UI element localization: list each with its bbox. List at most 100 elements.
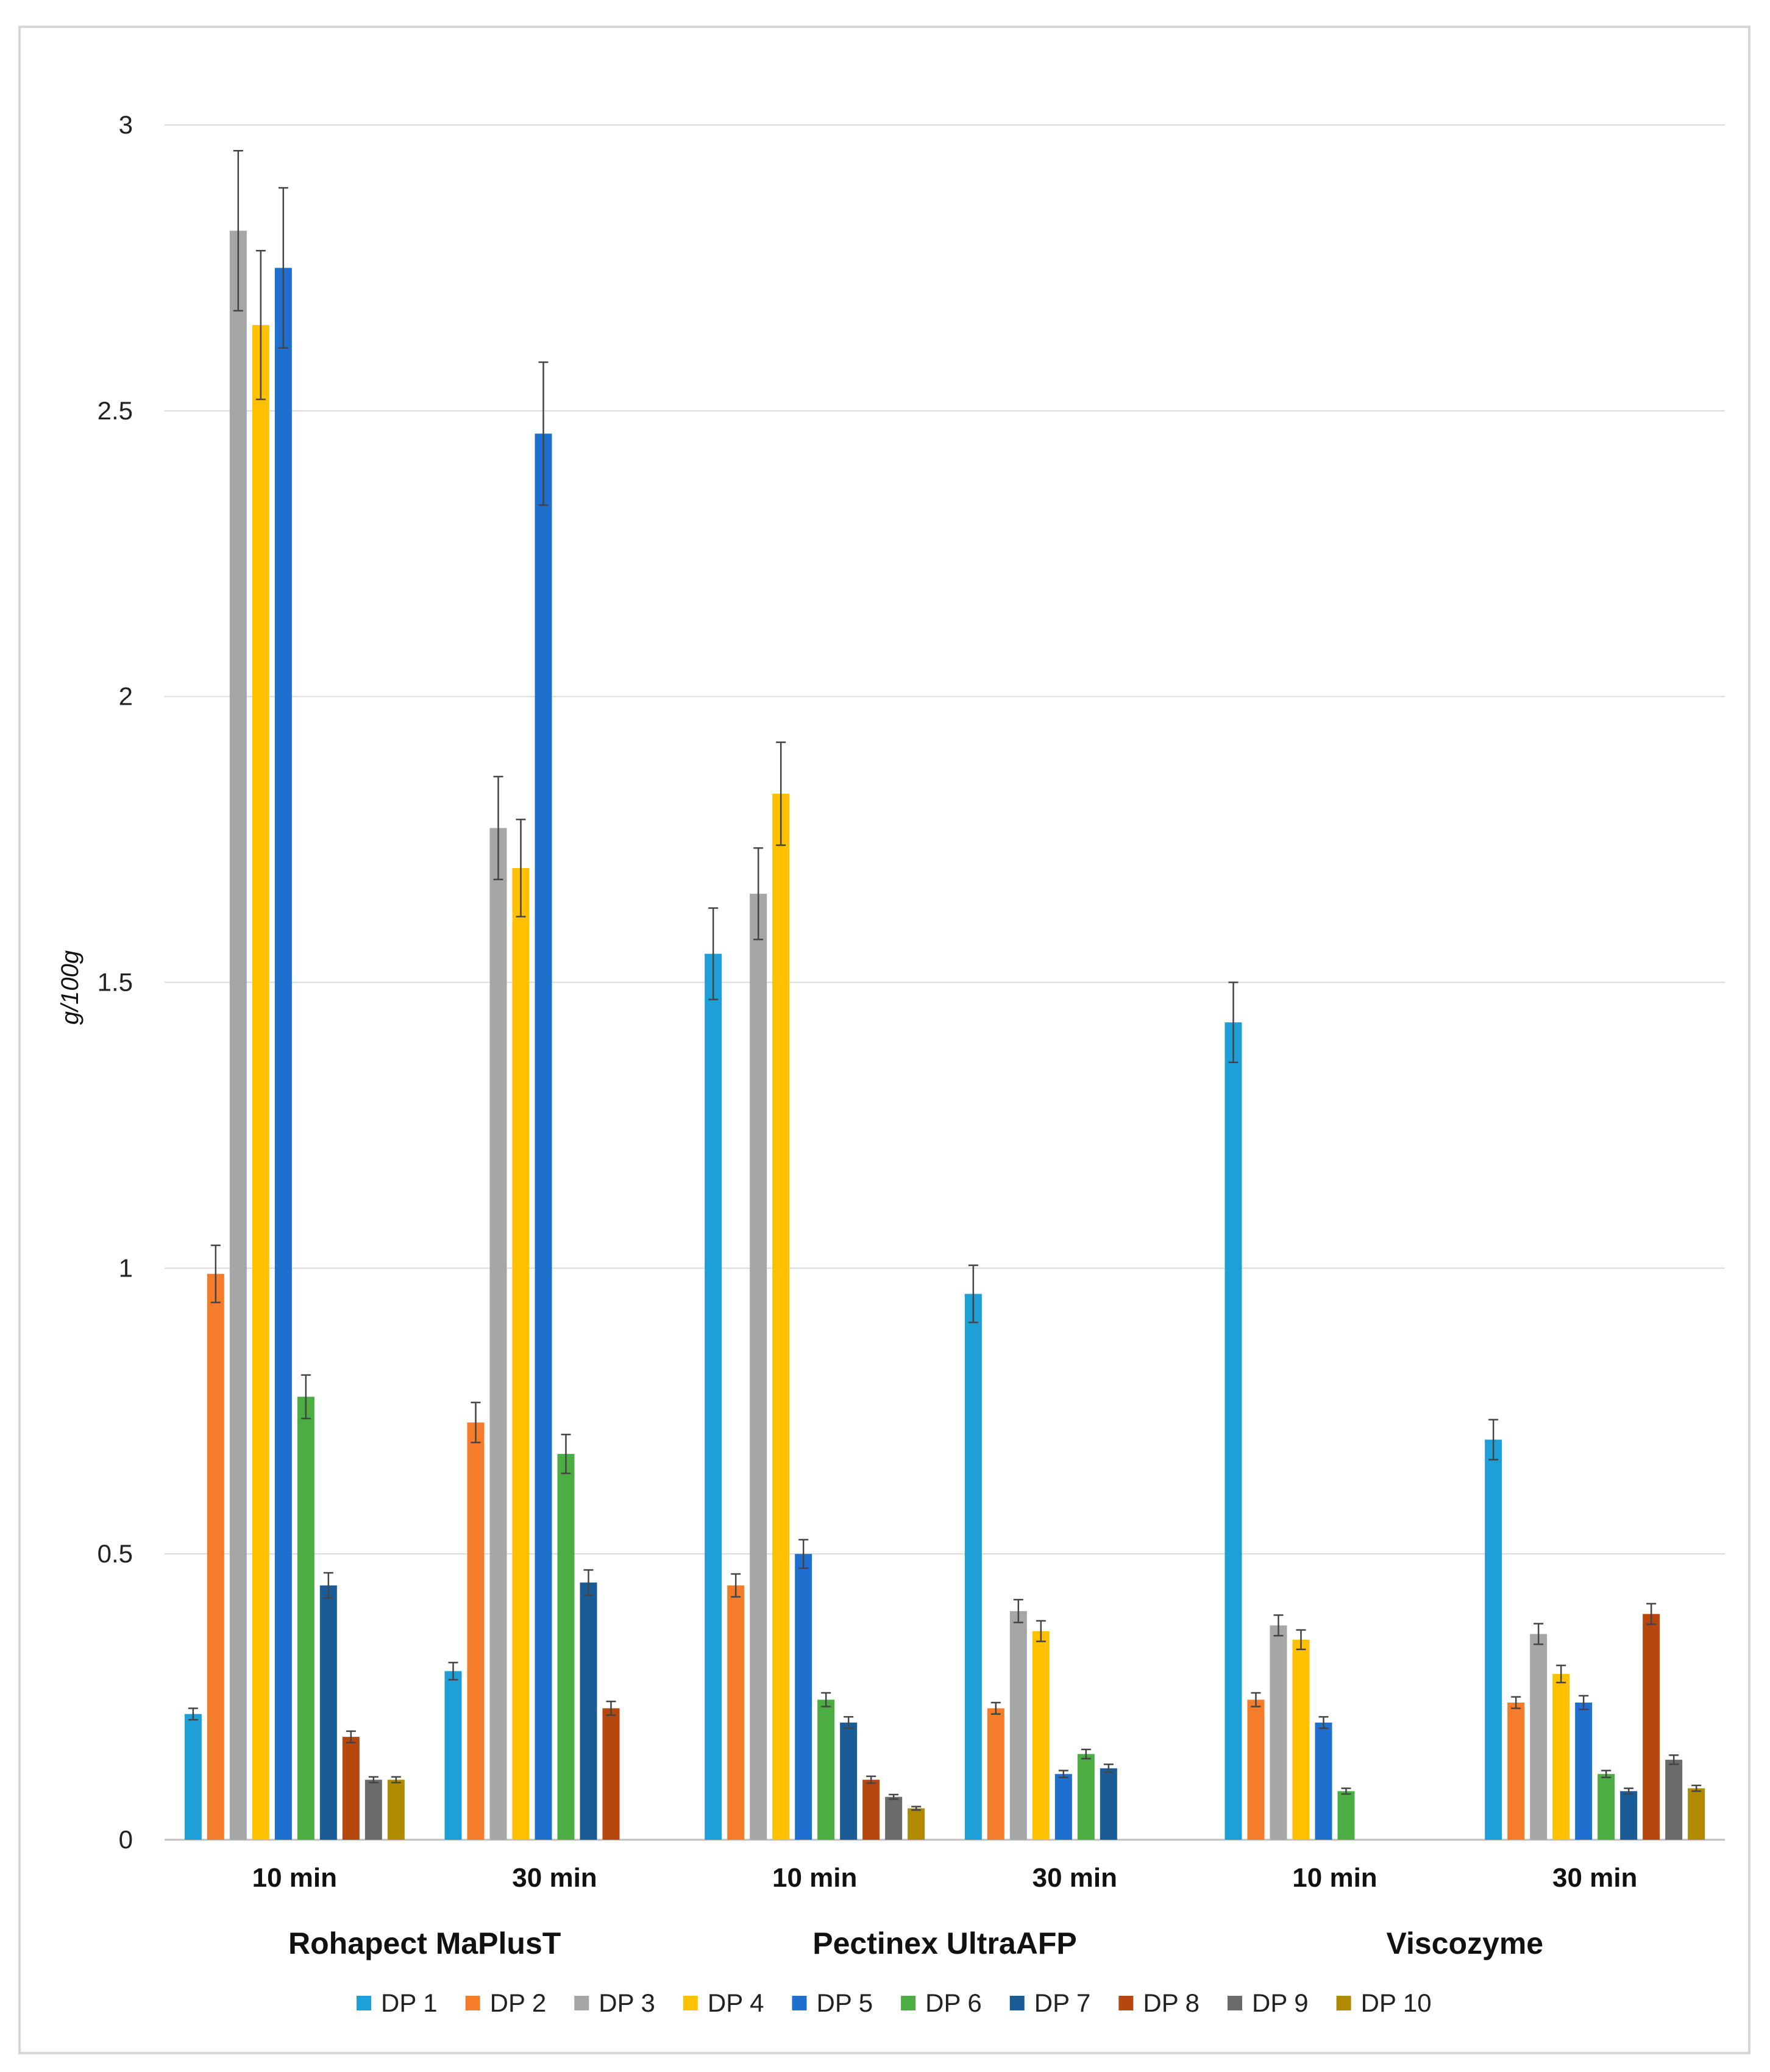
error-bar [278, 187, 288, 349]
error-bar [1488, 1419, 1499, 1461]
bar-dp-8-1 [602, 1708, 620, 1840]
legend-label: DP 1 [381, 1988, 438, 2017]
x-category-label: 30 min [512, 1863, 597, 1893]
bar-dp-7-0 [319, 1585, 337, 1840]
bar-dp-1-0 [184, 1714, 202, 1840]
legend-label: DP 7 [1034, 1988, 1091, 2017]
y-tick-label: 2 [119, 682, 133, 711]
error-bar [188, 1707, 198, 1721]
x-category-label: 30 min [1032, 1863, 1117, 1893]
legend-label: DP 4 [708, 1988, 764, 2017]
error-bar [1341, 1787, 1351, 1795]
error-bar [821, 1692, 831, 1707]
error-bar [798, 1539, 809, 1569]
bar-dp-3-0 [229, 230, 247, 1840]
bars [184, 230, 1705, 1840]
y-tick-label: 0 [119, 1825, 133, 1854]
bar-dp-9-2 [885, 1796, 903, 1840]
legend-label: DP 10 [1361, 1988, 1432, 2017]
bar-dp-4-2 [772, 794, 790, 1840]
bar-dp-6-1 [557, 1454, 575, 1840]
error-bar [391, 1776, 401, 1784]
error-bar [731, 1573, 741, 1598]
error-bar [889, 1793, 899, 1800]
bar-dp-5-5 [1575, 1702, 1593, 1840]
bar-dp-3-5 [1530, 1634, 1548, 1840]
bar-dp-1-4 [1224, 1022, 1242, 1840]
bar-dp-4-0 [252, 325, 269, 1840]
error-bar [1556, 1664, 1566, 1684]
bar-dp-10-0 [387, 1779, 405, 1840]
bar-dp-4-5 [1552, 1674, 1570, 1840]
x-category-label: 10 min [772, 1863, 857, 1893]
bar-dp-10-2 [908, 1808, 925, 1840]
error-bar [1646, 1603, 1657, 1625]
error-bar [1601, 1770, 1612, 1779]
y-tick-label: 2.5 [98, 396, 133, 425]
legend-swatch [1228, 1996, 1242, 2010]
error-bar [753, 847, 764, 941]
error-bar [1228, 981, 1239, 1064]
error-bar [471, 1401, 481, 1444]
x-axis-labels: 10 min 30 min 10 min 30 min 10 min 30 min Roha… [252, 1863, 1638, 1960]
error-bar [1669, 1754, 1679, 1765]
error-bar [210, 1244, 221, 1303]
y-axis-ticks: 0 0.5 1 1.5 2 2.5 3 [98, 110, 133, 1854]
bar-dp-10-5 [1688, 1788, 1705, 1840]
bar-dp-6-3 [1077, 1754, 1095, 1840]
error-bar [493, 775, 503, 880]
error-bar [1579, 1695, 1589, 1711]
bar-dp-1-3 [964, 1294, 982, 1840]
bar-dp-6-0 [297, 1397, 315, 1840]
bar-dp-4-4 [1292, 1639, 1310, 1840]
bar-dp-3-3 [1009, 1611, 1027, 1840]
bar-dp-1-5 [1485, 1439, 1502, 1840]
legend-item: DP 5 [792, 1988, 873, 2017]
error-bar [708, 907, 719, 1000]
legend-item: DP 7 [1009, 1988, 1091, 2017]
bar-dp-2-4 [1247, 1700, 1265, 1840]
group-label: Pectinex UltraAFP [812, 1926, 1076, 1960]
error-bar [1296, 1629, 1306, 1651]
bar-dp-8-5 [1643, 1614, 1660, 1840]
group-label: Rohapect MaPlusT [288, 1926, 561, 1960]
legend-label: DP 5 [817, 1988, 873, 2017]
bar-dp-9-5 [1665, 1759, 1683, 1840]
y-tick-label: 0.5 [98, 1539, 133, 1568]
error-bar [1534, 1623, 1544, 1645]
error-bar [606, 1700, 616, 1716]
error-bar [346, 1730, 356, 1743]
bar-dp-6-5 [1598, 1774, 1615, 1840]
legend-swatch [465, 1996, 480, 2010]
error-bar [1058, 1770, 1068, 1779]
bar-dp-5-3 [1054, 1774, 1072, 1840]
legend-label: DP 2 [490, 1988, 547, 2017]
error-bar [1511, 1696, 1521, 1709]
legend-swatch [357, 1996, 371, 2010]
bar-dp-6-2 [817, 1700, 835, 1840]
legend-item: DP 2 [465, 1988, 547, 2017]
error-bar [1273, 1614, 1284, 1637]
bar-dp-3-2 [750, 894, 767, 1840]
bar-dp-4-3 [1032, 1631, 1050, 1840]
bar-dp-1-2 [705, 953, 722, 1840]
legend-swatch [1009, 1996, 1025, 2010]
error-bar [448, 1662, 458, 1681]
error-bar [776, 741, 786, 846]
error-bar [968, 1264, 978, 1323]
legend-swatch [574, 1996, 589, 2010]
legend-label: DP 8 [1143, 1988, 1200, 2017]
bar-dp-3-1 [489, 828, 507, 1840]
legend-label: DP 9 [1252, 1988, 1309, 2017]
bar-dp-5-4 [1315, 1722, 1332, 1840]
error-bar [583, 1569, 594, 1596]
bar-dp-8-0 [342, 1737, 360, 1840]
error-bar [561, 1433, 571, 1475]
error-bar [911, 1806, 922, 1811]
error-bar [300, 1374, 311, 1420]
error-bar [866, 1775, 876, 1784]
bar-dp-9-0 [364, 1779, 382, 1840]
x-category-label: 10 min [1292, 1863, 1377, 1893]
